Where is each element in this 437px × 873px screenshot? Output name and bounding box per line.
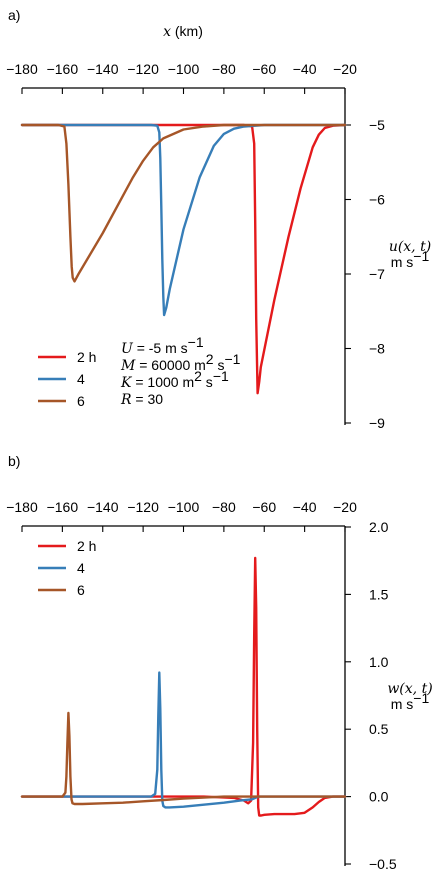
y-tick-label: 0.5: [369, 721, 389, 737]
x-tick-label: −20: [333, 61, 357, 77]
x-tick-label: −80: [212, 499, 236, 515]
x-tick-label: −100: [168, 499, 200, 515]
x-tick-label: −180: [6, 499, 38, 515]
y-tick-label: −6: [369, 192, 385, 208]
legend-label: 2 h: [77, 538, 96, 554]
y-tick-label: −0.5: [369, 856, 397, 872]
x-tick-label: −160: [47, 61, 79, 77]
y-tick-label: −8: [369, 341, 385, 357]
legend-label: 4: [77, 560, 85, 576]
x-tick-label: −60: [252, 61, 276, 77]
x-tick-label: −180: [6, 61, 38, 77]
panel-label: a): [8, 7, 20, 23]
x-tick-label: −100: [168, 61, 200, 77]
y-axis-label-unit: m s−1: [391, 690, 430, 712]
x-tick-label: −80: [212, 61, 236, 77]
legend-label: 6: [77, 393, 85, 409]
panel-a: a) −180 −160 −140 −120 −100 −80 −60 −40 −20 x (km)…: [6, 7, 431, 431]
legend-label: 4: [77, 371, 85, 387]
x-tick-label: −140: [87, 61, 119, 77]
y-tick-label: 1.0: [369, 654, 389, 670]
x-tick-label: −40: [293, 61, 317, 77]
x-tick-label: −160: [47, 499, 79, 515]
x-tick-label: −20: [333, 499, 357, 515]
series-line-4: [20, 123, 347, 317]
y-axis-label-var: w(x, t): [387, 681, 432, 697]
y-tick-label: 0.0: [369, 789, 389, 805]
x-tick-label: −140: [87, 499, 119, 515]
parameter-text: R = 30: [120, 391, 163, 408]
y-axis-label-var: u(x, t): [389, 239, 431, 255]
y-tick-label: 1.5: [369, 586, 389, 602]
series-line-2h: [20, 556, 347, 817]
y-tick-label: 2.0: [369, 519, 389, 535]
series-line-4: [20, 671, 347, 809]
parameter-text: U = -5 m s−1: [121, 334, 204, 357]
panel-label: b): [8, 453, 20, 469]
x-tick-label: −120: [127, 61, 159, 77]
series-line-6: [20, 123, 347, 283]
y-tick-label: −7: [369, 266, 385, 282]
x-tick-label: −60: [252, 499, 276, 515]
y-tick-label: −9: [369, 415, 385, 431]
x-tick-label: −120: [127, 499, 159, 515]
series-line-2h: [20, 123, 347, 395]
panel-b: b) −180 −160 −140 −120 −100 −80 −60 −40 −20 2.0 1.5…: [6, 453, 432, 872]
series-line-6: [20, 711, 347, 806]
legend-label: 2 h: [77, 349, 96, 365]
legend-label: 6: [77, 582, 85, 598]
x-tick-label: −40: [293, 499, 317, 515]
y-axis-label-unit: m s−1: [391, 248, 430, 270]
y-tick-label: −5: [369, 117, 385, 133]
parameter-text: M = 60000 m2 s−1: [120, 351, 241, 374]
x-axis-label: x (km): [163, 23, 203, 40]
parameter-text: K = 1000 m2 s−1: [120, 368, 229, 391]
